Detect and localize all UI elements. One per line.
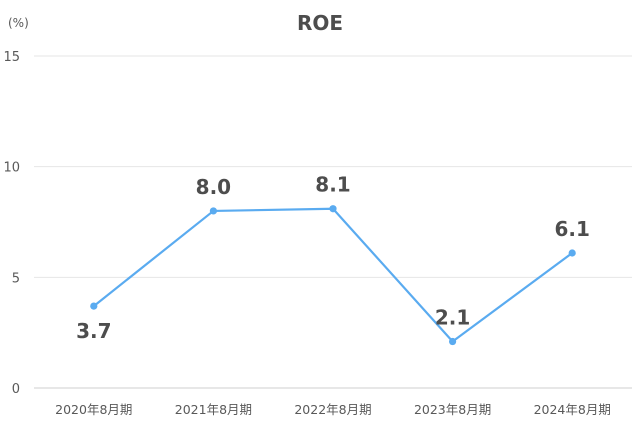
series-line — [93, 207, 573, 343]
y-tick-label: 15 — [3, 50, 20, 65]
x-tick-label: 2022年8月期 — [294, 402, 371, 417]
x-tick-label: 2024年8月期 — [534, 402, 611, 417]
data-label: 2.1 — [435, 306, 470, 330]
x-tick-label: 2023年8月期 — [414, 402, 491, 417]
y-tick-label: 0 — [12, 382, 20, 397]
data-point — [449, 337, 457, 346]
x-tick-label: 2020年8月期 — [55, 402, 132, 417]
y-axis-unit-label: (%) — [8, 16, 29, 30]
x-axis-ticks: 2020年8月期 2021年8月期 2022年8月期 2023年8月期 2024年8月期 — [55, 402, 611, 417]
data-point — [209, 207, 217, 215]
x-tick-label: 2021年8月期 — [175, 402, 252, 417]
data-point — [90, 302, 98, 310]
data-point — [568, 249, 576, 257]
data-point — [329, 205, 337, 213]
data-label: 6.1 — [554, 217, 589, 241]
gridlines — [34, 55, 632, 389]
data-labels: 3.7 8.0 8.1 2.1 6.1 — [76, 173, 590, 343]
y-axis-ticks: 0 5 10 15 — [3, 50, 20, 397]
data-label: 8.0 — [196, 175, 231, 199]
chart-title: ROE — [297, 11, 343, 35]
y-tick-label: 5 — [12, 271, 20, 286]
data-label: 3.7 — [76, 319, 111, 343]
y-tick-label: 10 — [3, 161, 20, 176]
series-line-group — [93, 207, 573, 343]
data-label: 8.1 — [315, 173, 350, 197]
data-points — [90, 205, 576, 346]
